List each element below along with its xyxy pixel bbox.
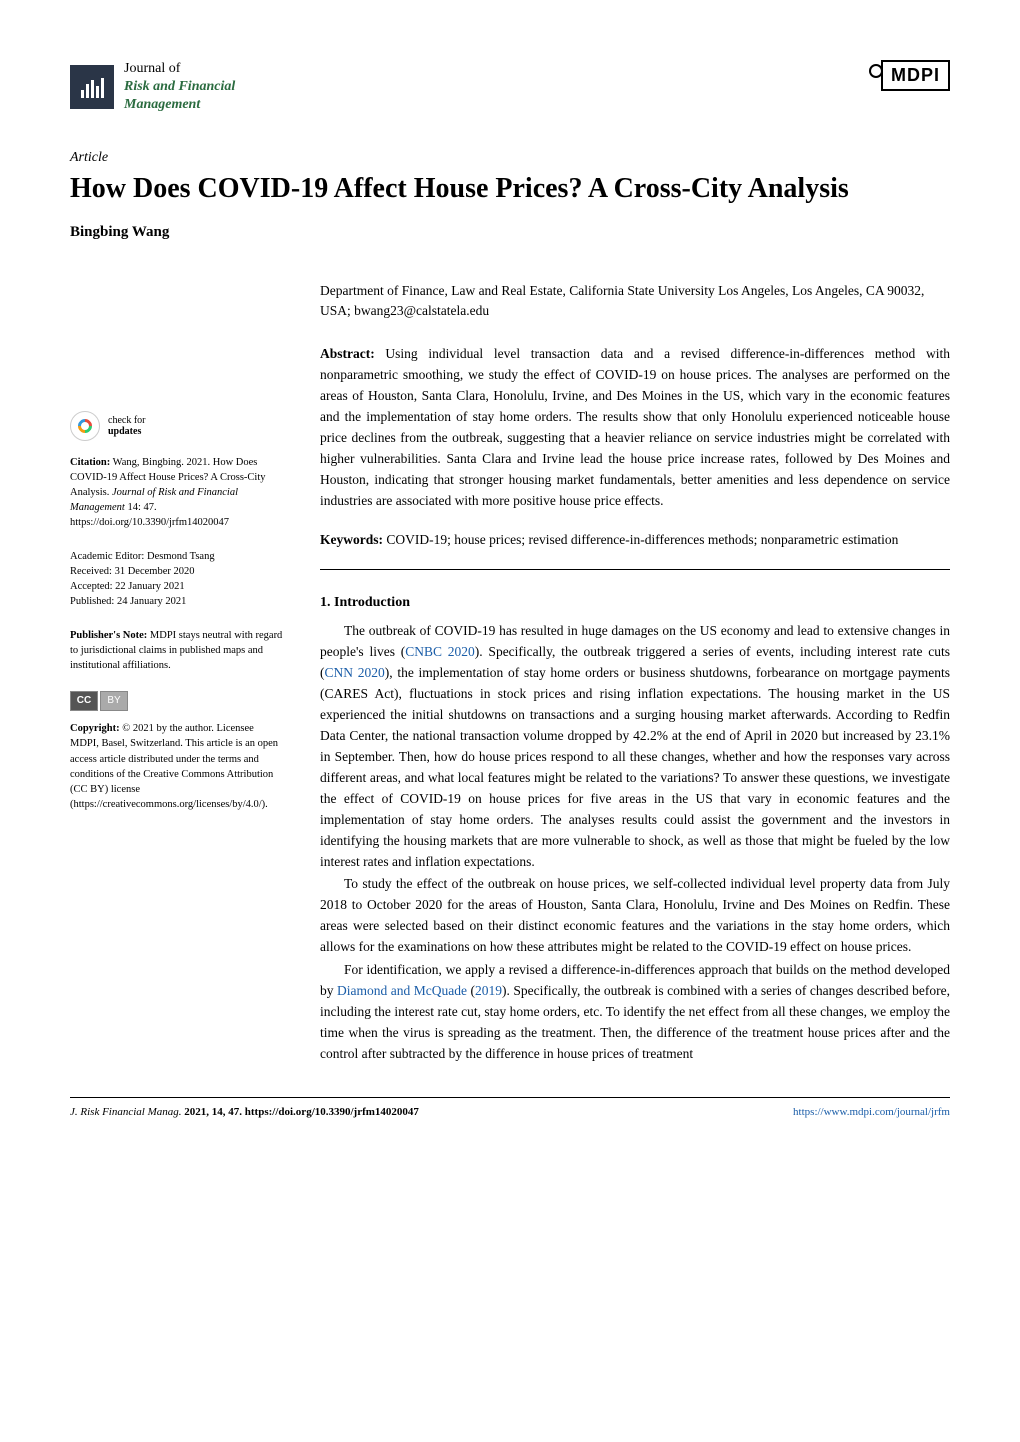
article-title: How Does COVID-19 Affect House Prices? A…: [70, 171, 950, 206]
journal-line3: Management: [124, 96, 235, 114]
intro-para-3: For identification, we apply a revised a…: [320, 960, 950, 1065]
pub-note-label: Publisher's Note:: [70, 630, 147, 641]
editor-name: Desmond Tsang: [147, 551, 215, 562]
copyright-label: Copyright:: [70, 723, 120, 734]
main-content: Department of Finance, Law and Real Esta…: [320, 281, 950, 1067]
intro-para-2: To study the effect of the outbreak on h…: [320, 874, 950, 958]
footer-right: https://www.mdpi.com/journal/jrfm: [793, 1106, 950, 1118]
journal-bar-icon: [70, 65, 114, 109]
by-icon: BY: [100, 691, 128, 711]
copyright-text: © 2021 by the author. Licensee MDPI, Bas…: [70, 723, 278, 810]
sidebar-spacer: [70, 281, 285, 411]
journal-line2: Risk and Financial: [124, 78, 235, 96]
cite-diamond[interactable]: Diamond and McQuade: [337, 983, 467, 998]
footer-issue: 2021, 14, 47. https://doi.org/10.3390/jr…: [182, 1106, 419, 1118]
cite-diamond-year[interactable]: 2019: [475, 983, 502, 998]
cc-icon: CC: [70, 691, 98, 711]
keywords-text: COVID-19; house prices; revised differen…: [383, 532, 898, 547]
keywords-label: Keywords:: [320, 532, 383, 547]
page-footer: J. Risk Financial Manag. 2021, 14, 47. h…: [70, 1097, 950, 1118]
affiliation: Department of Finance, Law and Real Esta…: [320, 281, 950, 323]
journal-name: Journal of Risk and Financial Management: [124, 60, 235, 115]
published-date: Published: 24 January 2021: [70, 596, 186, 607]
journal-logo-area: Journal of Risk and Financial Management: [70, 60, 235, 115]
p3b: (: [467, 983, 475, 998]
check-updates-badge[interactable]: check for updates: [70, 411, 285, 441]
article-type: Article: [70, 150, 950, 166]
footer-url[interactable]: https://www.mdpi.com/journal/jrfm: [793, 1106, 950, 1118]
keywords-block: Keywords: COVID-19; house prices; revise…: [320, 530, 950, 551]
top-bar: Journal of Risk and Financial Management…: [70, 60, 950, 115]
publishers-note: Publisher's Note: MDPI stays neutral wit…: [70, 628, 285, 674]
cite-cnbc[interactable]: CNBC 2020: [405, 644, 475, 659]
journal-line1: Journal of: [124, 60, 235, 78]
cite-cnn[interactable]: CNN 2020: [325, 665, 385, 680]
mdpi-logo: MDPI: [881, 60, 950, 91]
cc-by-badge[interactable]: CC BY: [70, 691, 285, 711]
editor-label: Academic Editor:: [70, 551, 147, 562]
left-sidebar: check for updates Citation: Wang, Bingbi…: [70, 281, 285, 1067]
footer-left: J. Risk Financial Manag. 2021, 14, 47. h…: [70, 1106, 419, 1118]
section-heading-intro: 1. Introduction: [320, 592, 950, 614]
check-line1: check for: [108, 415, 145, 426]
check-updates-text: check for updates: [108, 415, 145, 437]
received-date: Received: 31 December 2020: [70, 566, 195, 577]
citation-label: Citation:: [70, 457, 110, 468]
divider: [320, 569, 950, 570]
two-column-layout: check for updates Citation: Wang, Bingbi…: [70, 281, 950, 1067]
abstract-label: Abstract:: [320, 346, 375, 361]
p1c: ), the implementation of stay home order…: [320, 665, 950, 868]
accepted-date: Accepted: 22 January 2021: [70, 581, 185, 592]
check-line2: updates: [108, 426, 145, 437]
footer-journal-abbrev: J. Risk Financial Manag.: [70, 1106, 182, 1118]
check-updates-icon: [70, 411, 100, 441]
copyright-block: Copyright: © 2021 by the author. License…: [70, 721, 285, 812]
abstract-text: Using individual level transaction data …: [320, 346, 950, 507]
abstract-block: Abstract: Using individual level transac…: [320, 344, 950, 511]
editor-block: Academic Editor: Desmond Tsang Received:…: [70, 549, 285, 610]
citation-block: Citation: Wang, Bingbing. 2021. How Does…: [70, 455, 285, 531]
intro-para-1: The outbreak of COVID-19 has resulted in…: [320, 621, 950, 872]
author-name: Bingbing Wang: [70, 224, 950, 241]
